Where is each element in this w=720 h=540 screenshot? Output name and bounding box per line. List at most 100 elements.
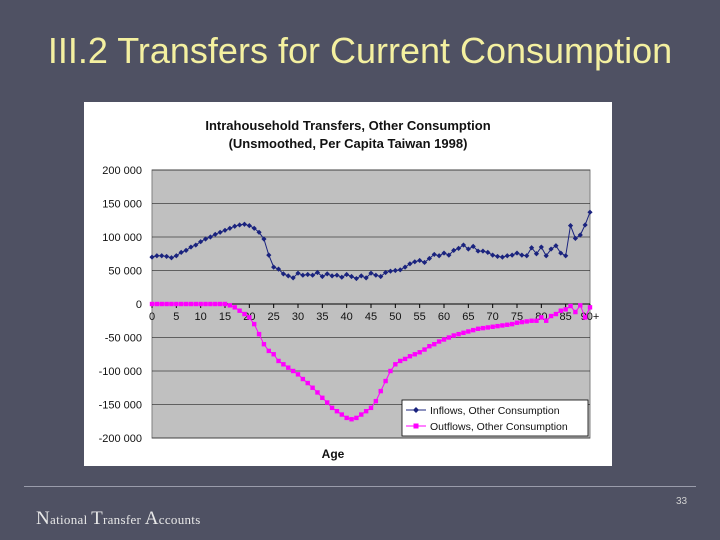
inflows-point bbox=[198, 239, 204, 245]
x-tick-label: 50 bbox=[389, 311, 401, 323]
outflows-point bbox=[310, 385, 315, 390]
inflows-point bbox=[202, 236, 209, 242]
outflows-point bbox=[266, 348, 271, 354]
inflows-point bbox=[314, 269, 321, 276]
inflows-point bbox=[572, 235, 578, 241]
outflows-point bbox=[475, 326, 481, 331]
outflows-point bbox=[242, 311, 247, 317]
outflows-point bbox=[398, 358, 403, 364]
inflows-point bbox=[217, 229, 223, 235]
outflows-point bbox=[578, 303, 583, 308]
outflows-point bbox=[198, 301, 203, 307]
y-tick-label: 0 bbox=[136, 299, 142, 311]
inflows-point bbox=[494, 253, 501, 260]
outflows-point bbox=[208, 301, 213, 307]
outflows-point bbox=[271, 352, 276, 357]
outflows-point bbox=[213, 301, 218, 307]
outflows-point bbox=[179, 301, 184, 307]
inflows-point bbox=[417, 257, 423, 264]
footer-word-national: ational bbox=[50, 512, 92, 527]
outflows-point bbox=[227, 303, 233, 308]
inflows-point bbox=[499, 254, 505, 260]
legend-marker-outflows bbox=[413, 423, 419, 429]
y-tick-label: 200 000 bbox=[102, 165, 142, 177]
outflows-point bbox=[295, 372, 301, 377]
inflows-point bbox=[567, 223, 574, 229]
outflows-point bbox=[320, 395, 325, 400]
outflows-point bbox=[402, 356, 408, 362]
outflows-point bbox=[417, 350, 422, 355]
outflows-point bbox=[529, 318, 534, 323]
outflows-point bbox=[427, 344, 432, 349]
outflows-point bbox=[422, 347, 427, 352]
outflows-point bbox=[490, 324, 495, 329]
inflows-point bbox=[441, 250, 447, 256]
outflows-point bbox=[363, 409, 369, 414]
inflows-point bbox=[436, 253, 442, 259]
x-tick-label: 45 bbox=[365, 311, 377, 323]
inflows-point bbox=[392, 267, 398, 274]
outflows-point bbox=[534, 318, 539, 323]
outflows-point bbox=[573, 309, 578, 315]
legend-label-outflows: Outflows, Other Consumption bbox=[430, 421, 568, 433]
outflows-point bbox=[256, 331, 262, 337]
outflows-point bbox=[290, 368, 296, 374]
inflows-point bbox=[529, 245, 535, 251]
outflows-point bbox=[183, 301, 189, 307]
inflows-point bbox=[193, 242, 199, 248]
x-tick-label: 25 bbox=[268, 311, 280, 323]
x-tick-label: 10 bbox=[195, 311, 207, 323]
x-tick-label: 85 bbox=[560, 311, 572, 323]
outflows-point bbox=[203, 301, 208, 307]
outflows-point bbox=[383, 378, 388, 384]
inflows-point bbox=[533, 251, 540, 257]
inflows-point bbox=[373, 272, 379, 278]
outflows-point bbox=[169, 301, 174, 307]
x-tick-label: 40 bbox=[341, 311, 353, 323]
outflows-point bbox=[393, 362, 398, 367]
inflows-point bbox=[431, 251, 437, 258]
inflows-point bbox=[451, 247, 457, 253]
outflows-point bbox=[582, 315, 588, 320]
y-tick-label: 150 000 bbox=[102, 199, 142, 211]
outflows-point bbox=[553, 311, 559, 317]
inflows-point bbox=[543, 253, 549, 259]
outflows-point bbox=[539, 315, 544, 320]
outflows-point bbox=[368, 405, 374, 411]
inflows-point bbox=[514, 250, 520, 256]
inflows-point bbox=[207, 234, 213, 240]
x-tick-label: 35 bbox=[316, 311, 328, 323]
outflows-point bbox=[587, 305, 593, 310]
outflows-point bbox=[446, 335, 452, 340]
outflows-point bbox=[222, 301, 228, 307]
inflows-point bbox=[456, 245, 462, 251]
inflows-point bbox=[524, 253, 530, 259]
y-tick-label: 50 000 bbox=[108, 266, 142, 278]
inflows-point bbox=[383, 269, 389, 276]
inflows-point bbox=[149, 254, 155, 260]
outflows-point bbox=[193, 301, 198, 307]
footer-word-transfer: ransfer bbox=[102, 512, 145, 527]
outflows-point bbox=[378, 388, 383, 394]
outflows-point bbox=[252, 321, 257, 327]
outflows-point bbox=[188, 301, 194, 307]
outflows-point bbox=[159, 301, 164, 307]
footer-initial-n: N bbox=[36, 508, 51, 529]
x-tick-label: 0 bbox=[149, 311, 155, 323]
chart-svg: 200 000 150 000 100 000 50 000 0 -50 000 -100 … bbox=[99, 165, 600, 461]
x-tick-label: 90+ bbox=[581, 311, 600, 323]
outflows-point bbox=[485, 325, 490, 330]
outflows-point bbox=[300, 376, 306, 382]
outflows-point bbox=[436, 339, 442, 344]
outflows-point bbox=[407, 354, 413, 359]
legend-box bbox=[401, 399, 589, 437]
outflows-point bbox=[548, 313, 554, 319]
inflows-point bbox=[212, 231, 218, 237]
outflows-point bbox=[344, 415, 349, 421]
inflows-point bbox=[232, 223, 238, 229]
y-tick-label: -100 000 bbox=[99, 366, 142, 378]
outflows-point bbox=[217, 301, 223, 307]
inflows-point bbox=[577, 232, 583, 238]
inflows-point bbox=[465, 246, 471, 252]
outflows-point bbox=[281, 362, 286, 367]
